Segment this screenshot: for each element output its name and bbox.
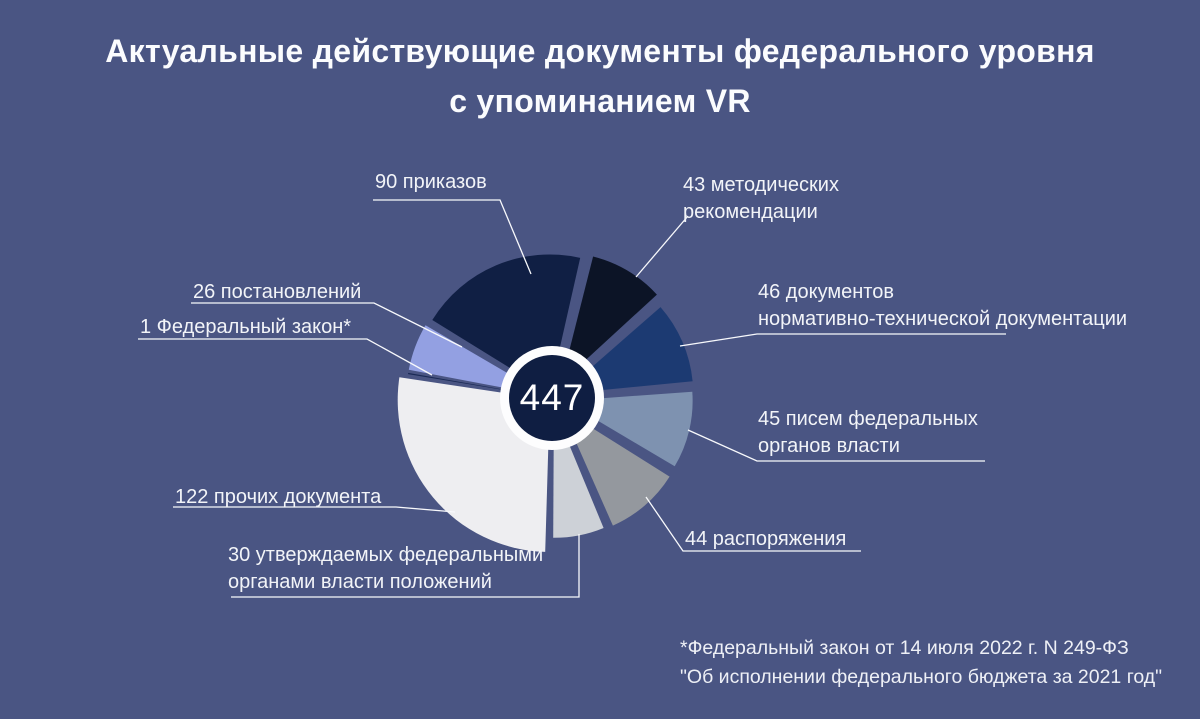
label-resolutions: 26 постановлений <box>193 279 361 306</box>
label-technical-docs: 46 документов нормативно-технической док… <box>758 279 1127 333</box>
label-federal-letters-line2: органов власти <box>758 435 900 457</box>
footnote-line1: *Федеральный закон от 14 июля 2022 г. N … <box>680 637 1129 659</box>
center-circle <box>509 355 595 441</box>
connector-other-docs <box>173 506 456 513</box>
pie-slice <box>561 408 670 526</box>
footnote-line2: "Об исполнении федерального бюджета за 2… <box>680 666 1163 688</box>
connector-federal-letters <box>687 429 985 462</box>
label-technical-docs-line1: 46 документов <box>758 281 894 303</box>
label-directives-text: 44 распоряжения <box>685 528 847 550</box>
label-federal-law: 1 Федеральный закон* <box>140 314 351 341</box>
label-approved-regulations: 30 утверждаемых федеральными органами вл… <box>228 542 543 596</box>
label-federal-law-text: 1 Федеральный закон* <box>140 316 352 338</box>
label-other-docs: 122 прочих документа <box>175 484 381 511</box>
connector-directives <box>645 496 861 552</box>
label-orders-text: 90 приказов <box>375 171 487 193</box>
connector-technical-docs <box>679 333 1006 347</box>
connector-approved-regulations <box>231 534 580 598</box>
connector-federal-law <box>138 338 433 376</box>
label-approved-regulations-line2: органами власти положений <box>228 571 492 593</box>
label-resolutions-text: 26 постановлений <box>193 281 362 303</box>
label-federal-letters: 45 писем федеральных органов власти <box>758 406 978 460</box>
label-guidelines-line2: рекомендации <box>683 201 818 223</box>
page-title-line1: Актуальные действующие документы федерал… <box>105 33 1095 69</box>
connector-lines <box>138 199 1006 598</box>
connector-resolutions <box>191 302 463 348</box>
total-count: 447 <box>519 377 585 418</box>
label-approved-regulations-line1: 30 утверждаемых федеральными <box>228 544 544 566</box>
footnote: *Федеральный закон от 14 июля 2022 г. N … <box>680 634 1162 692</box>
page-title-line2: с упоминанием VR <box>449 83 751 119</box>
label-technical-docs-line2: нормативно-технической документации <box>758 308 1128 330</box>
label-orders: 90 приказов <box>375 169 487 196</box>
label-other-docs-text: 122 прочих документа <box>175 486 382 508</box>
page-title: Актуальные действующие документы федерал… <box>0 26 1200 126</box>
connector-orders <box>373 199 532 275</box>
label-guidelines-line1: 43 методических <box>683 174 839 196</box>
label-guidelines: 43 методических рекомендации <box>683 172 839 226</box>
pie-slice <box>561 256 657 383</box>
connector-guidelines <box>635 215 689 278</box>
label-federal-letters-line1: 45 писем федеральных <box>758 408 978 430</box>
label-directives: 44 распоряжения <box>685 526 846 553</box>
